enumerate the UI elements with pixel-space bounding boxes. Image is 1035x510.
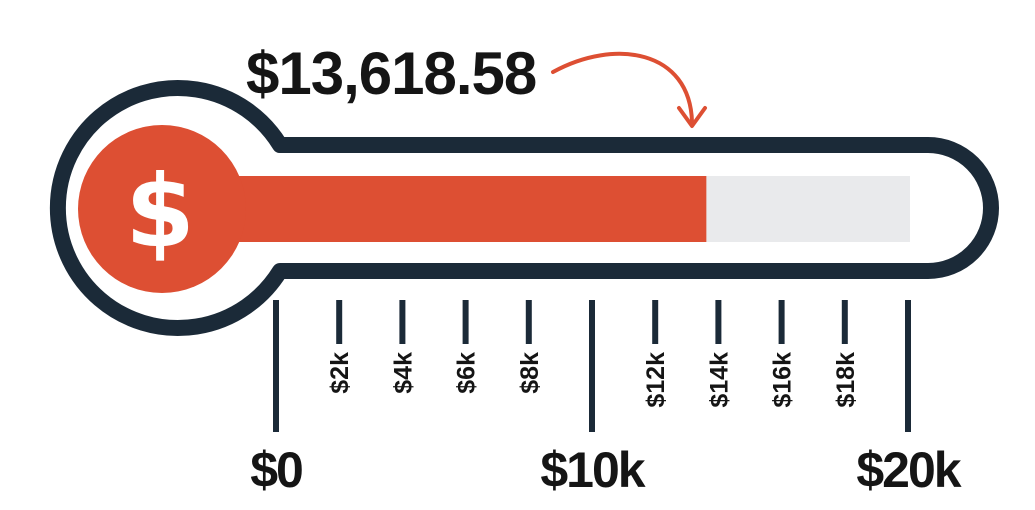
minor-tick-label: $8k <box>516 352 544 394</box>
scale: $0 $10k $20k $2k $4k $6k $8k $12k $14k $16k $18k <box>250 300 964 498</box>
minor-tick-label: $18k <box>832 352 860 408</box>
curved-arrow-icon <box>551 51 707 128</box>
major-tick-label: $20k <box>856 442 961 498</box>
major-tick-label: $0 <box>250 442 302 498</box>
minor-tick-label: $2k <box>326 352 354 394</box>
thermometer-bulb <box>78 125 246 293</box>
minor-tick-label: $12k <box>642 352 670 408</box>
minor-tick-label: $6k <box>453 352 481 394</box>
progress-fill <box>238 176 707 242</box>
current-amount: $13,618.58 <box>246 40 536 107</box>
major-tick-label: $10k <box>540 442 645 498</box>
minor-tick-label: $4k <box>389 352 417 394</box>
minor-tick-label: $14k <box>705 352 733 408</box>
minor-tick-label: $16k <box>769 352 797 408</box>
dollar-sign-icon: $ <box>125 153 195 270</box>
